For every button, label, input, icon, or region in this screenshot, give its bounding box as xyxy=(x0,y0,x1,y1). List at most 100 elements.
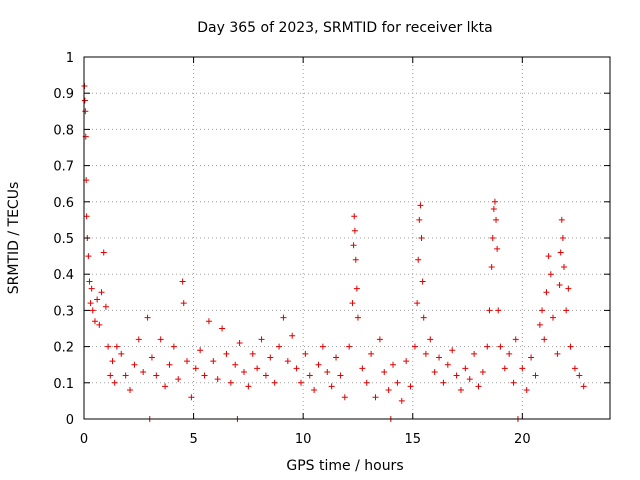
data-point xyxy=(444,361,451,368)
data-point xyxy=(363,379,370,386)
data-point xyxy=(131,361,138,368)
data-point xyxy=(262,372,269,379)
y-tick-label: 0.2 xyxy=(53,341,74,356)
data-point xyxy=(293,365,300,372)
data-point xyxy=(407,383,414,390)
data-point xyxy=(324,368,331,375)
data-point xyxy=(354,314,361,321)
data-point xyxy=(372,394,379,401)
data-point xyxy=(563,307,570,314)
data-point xyxy=(91,318,98,325)
data-point xyxy=(96,321,103,328)
data-point xyxy=(560,263,567,270)
data-point xyxy=(205,318,212,325)
data-point xyxy=(479,368,486,375)
data-point xyxy=(484,343,491,350)
data-point xyxy=(258,336,265,343)
data-point xyxy=(495,307,502,314)
data-point xyxy=(493,216,500,223)
data-point xyxy=(431,368,438,375)
data-point xyxy=(466,376,473,383)
x-tick-label: 20 xyxy=(514,432,531,447)
data-point xyxy=(462,365,469,372)
y-tick-label: 0.6 xyxy=(53,196,74,211)
data-point xyxy=(98,289,105,296)
data-point xyxy=(351,213,358,220)
data-point xyxy=(86,278,93,285)
y-tick-label: 0.1 xyxy=(53,377,74,392)
data-point xyxy=(280,314,287,321)
data-point xyxy=(414,300,421,307)
data-point xyxy=(353,285,360,292)
data-point xyxy=(223,350,230,357)
data-point xyxy=(390,361,397,368)
data-point xyxy=(453,372,460,379)
data-point xyxy=(179,278,186,285)
data-point xyxy=(486,307,493,314)
data-point xyxy=(89,307,96,314)
data-point xyxy=(140,368,147,375)
data-point xyxy=(398,397,405,404)
data-point xyxy=(381,368,388,375)
data-point xyxy=(240,368,247,375)
data-point xyxy=(166,361,173,368)
y-tick-label: 0.5 xyxy=(53,232,74,247)
data-point xyxy=(249,350,256,357)
data-point xyxy=(315,361,322,368)
data-point xyxy=(567,343,574,350)
data-point xyxy=(576,372,583,379)
data-point xyxy=(135,336,142,343)
y-tick-label: 0 xyxy=(66,413,74,428)
x-axis-label: GPS time / hours xyxy=(286,458,403,474)
data-point xyxy=(100,249,107,256)
data-point xyxy=(471,350,478,357)
data-point xyxy=(350,242,357,249)
data-point xyxy=(232,361,239,368)
data-point xyxy=(512,336,519,343)
data-point xyxy=(83,213,90,220)
axis-ticks: 00.10.20.30.40.50.60.70.80.910 5 10 15 20 xyxy=(53,51,610,447)
data-point xyxy=(536,321,543,328)
data-point xyxy=(359,365,366,372)
data-point xyxy=(440,379,447,386)
data-point xyxy=(488,263,495,270)
data-point xyxy=(219,325,226,332)
data-point xyxy=(557,249,564,256)
data-point xyxy=(558,216,565,223)
data-point xyxy=(411,343,418,350)
data-point xyxy=(210,358,217,365)
x-tick-label: 15 xyxy=(404,432,421,447)
data-point xyxy=(302,350,309,357)
data-point xyxy=(403,358,410,365)
y-tick-label: 0.8 xyxy=(53,123,74,138)
data-point xyxy=(547,271,554,278)
data-point xyxy=(319,343,326,350)
x-tick-label: 10 xyxy=(295,432,312,447)
y-tick-label: 0.4 xyxy=(53,268,74,283)
data-point xyxy=(188,394,195,401)
data-point xyxy=(328,383,335,390)
data-point xyxy=(122,372,129,379)
data-point xyxy=(489,235,496,241)
data-point xyxy=(118,350,125,357)
data-point xyxy=(539,307,546,314)
data-point xyxy=(271,379,278,386)
chart-title: Day 365 of 2023, SRMTID for receiver lkt… xyxy=(197,20,492,36)
data-point xyxy=(111,379,118,386)
data-point xyxy=(436,354,443,361)
data-point xyxy=(490,206,497,213)
data-point xyxy=(346,343,353,350)
data-point xyxy=(297,379,304,386)
data-point xyxy=(559,235,566,241)
data-point xyxy=(245,383,252,390)
data-point xyxy=(419,278,426,285)
data-point xyxy=(88,285,95,292)
data-point xyxy=(418,235,425,241)
data-point xyxy=(385,387,392,394)
data-point xyxy=(162,383,169,390)
data-point xyxy=(289,332,296,339)
data-point xyxy=(153,372,160,379)
data-point xyxy=(81,97,88,104)
data-point xyxy=(341,394,348,401)
data-point xyxy=(550,314,557,321)
